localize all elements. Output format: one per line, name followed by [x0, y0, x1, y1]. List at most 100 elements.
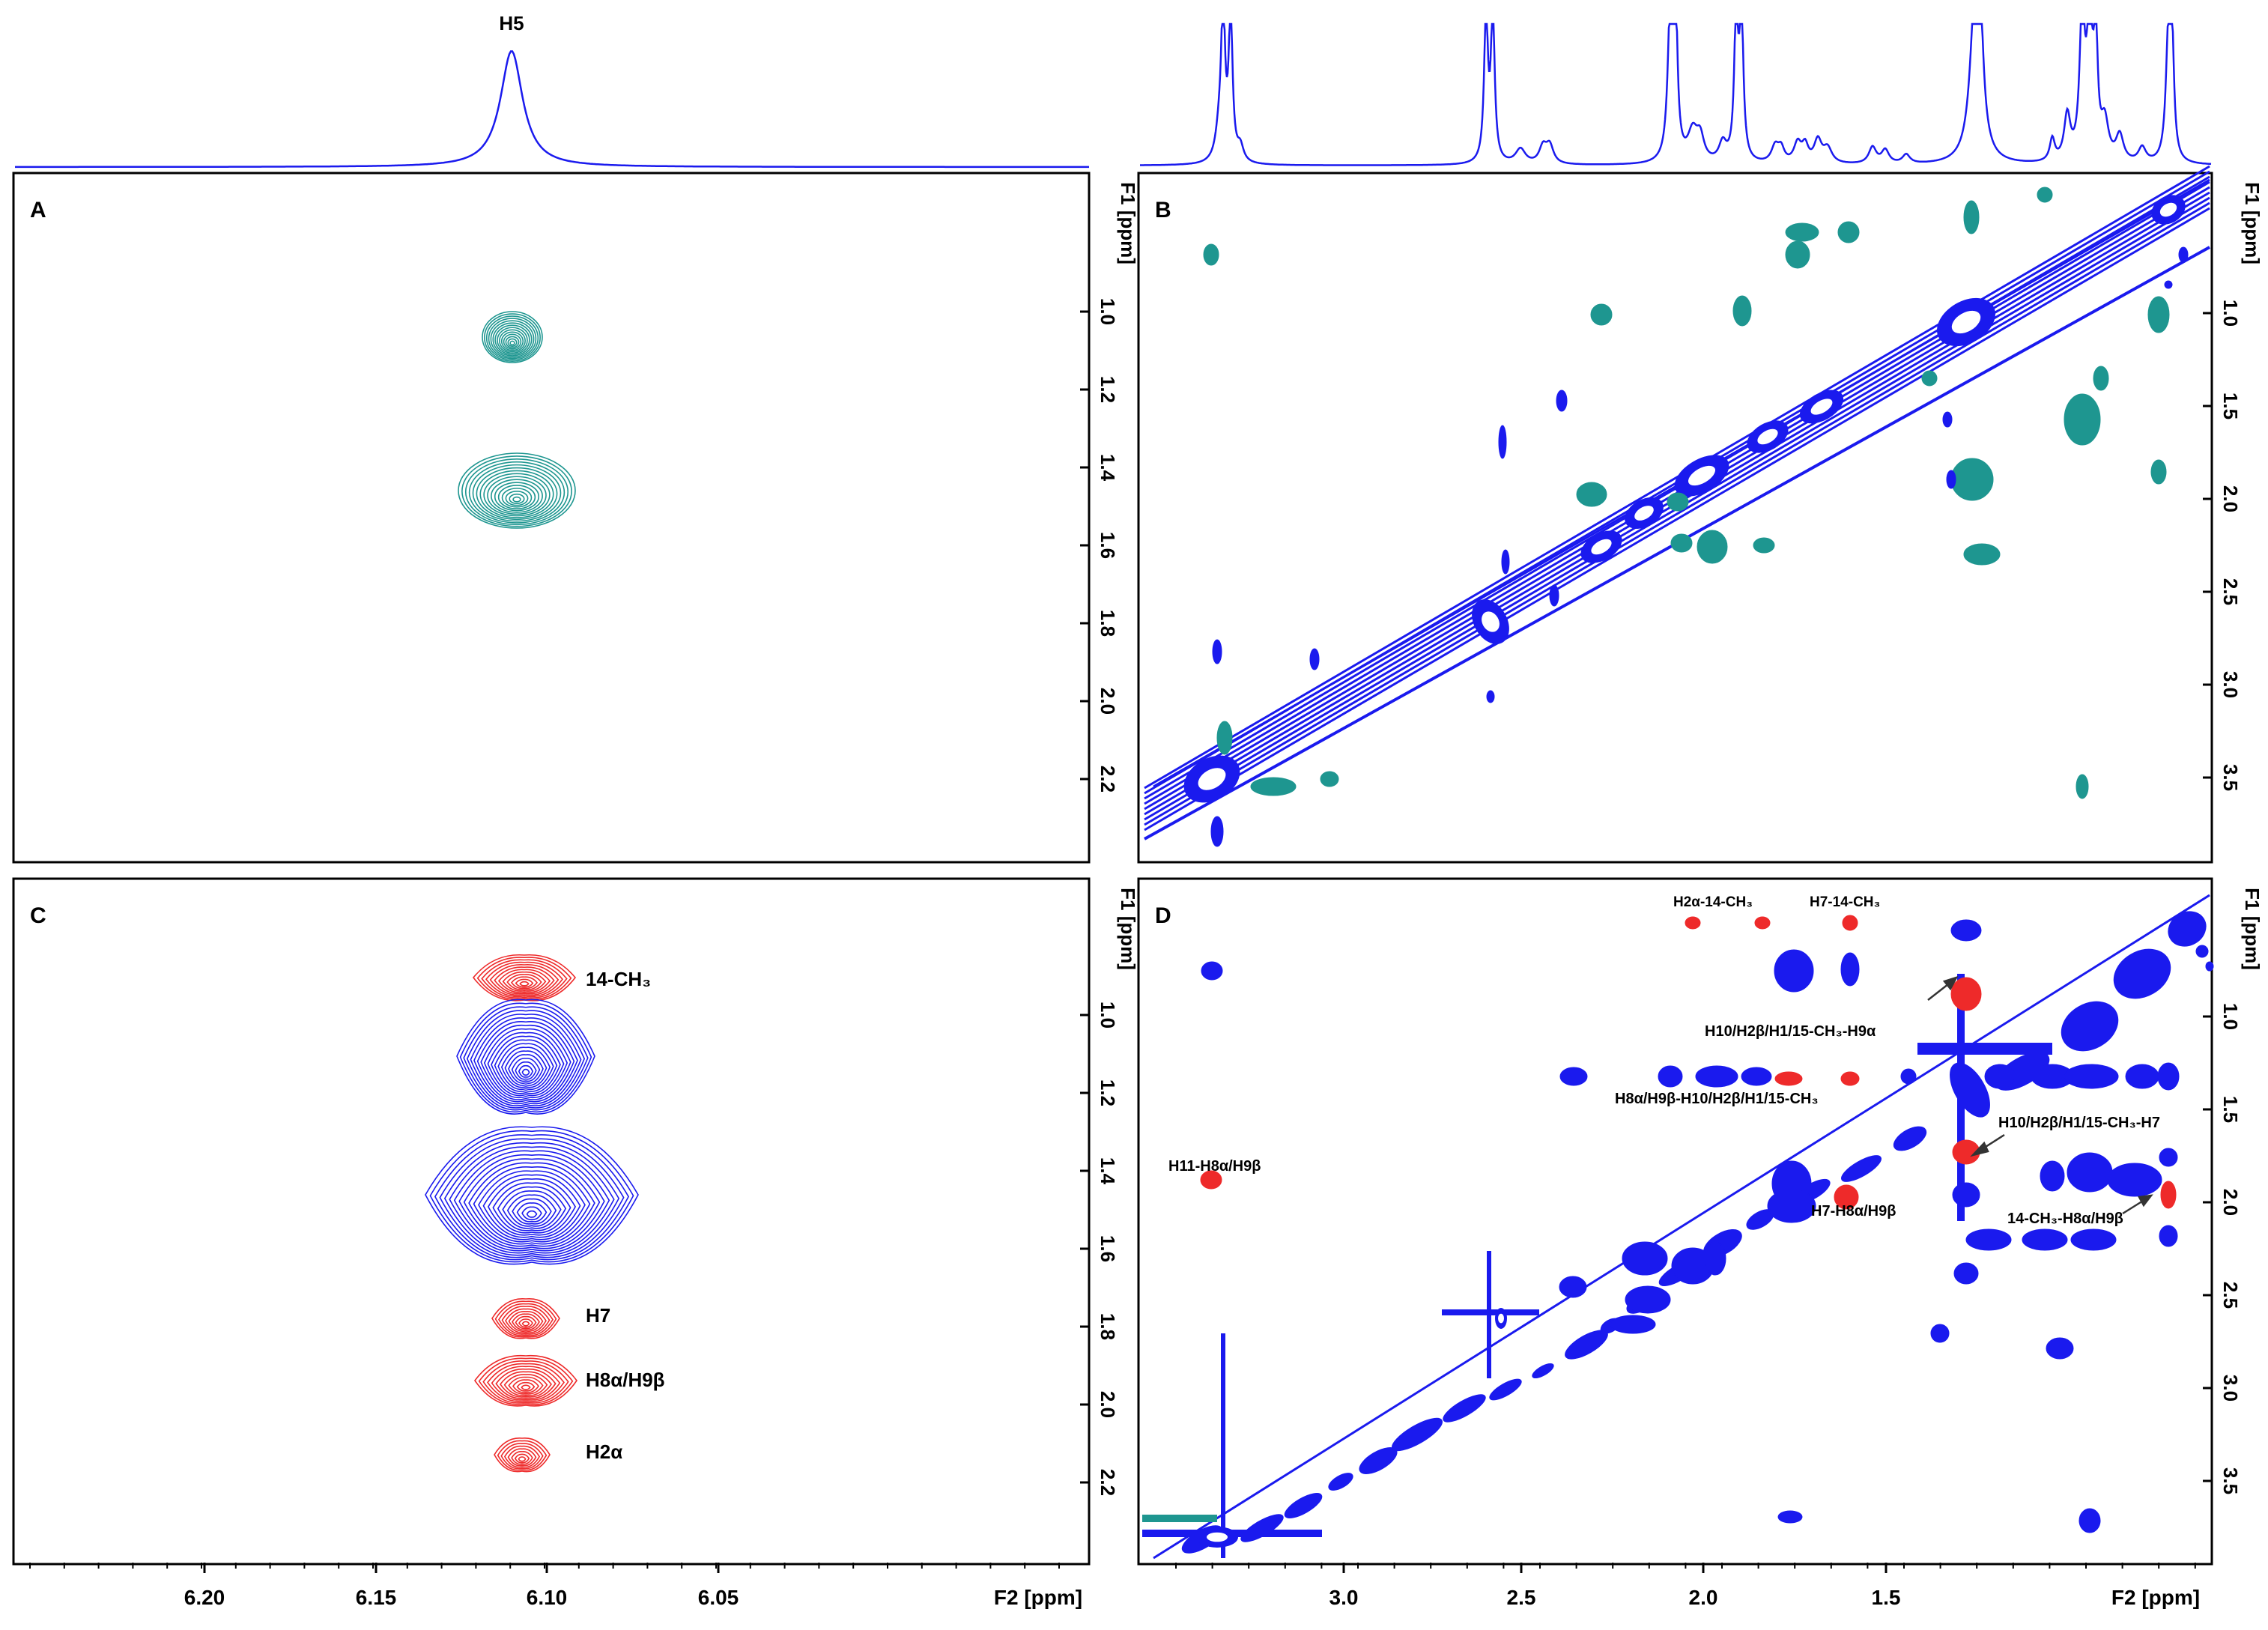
panel-c-peak-h8a-h9b-level — [508, 1376, 544, 1395]
panel-c-peak-h8a-h9b-level — [491, 1366, 561, 1401]
panel-c-peak-blue-1-level — [500, 1046, 551, 1088]
panel-b-teal-peak-19 — [1320, 771, 1339, 787]
panel-c-peak-blue-2-level — [443, 1142, 620, 1256]
panel-a-peak-1-level — [484, 313, 541, 362]
panel-b-teal-peak-8 — [2093, 366, 2109, 391]
panel-c-peak-h8a-h9b-level — [482, 1360, 569, 1404]
panel-d-blue-peak-29 — [1559, 1276, 1587, 1298]
panel-b-diag-peak-2 — [1580, 530, 1622, 563]
panel-b-diag-peak-7 — [1937, 297, 1995, 347]
x-axis-title-right: F2 [ppm] — [2111, 1586, 2200, 1609]
panel-c-peak-h2a-level — [500, 1443, 544, 1470]
y-axis-title-d: F1 [ppm] — [2241, 888, 2264, 970]
panel-b-diag-peak-2-hole — [1591, 539, 1612, 555]
y-axis-a-tick-label: 1.6 — [1097, 532, 1119, 559]
panel-d-red-peak-2 — [1842, 915, 1858, 931]
panel-a-peak-1-level — [499, 329, 526, 353]
panel-d-annotation-h2a-14ch3: H2α-14-CH₃ — [1673, 894, 1753, 910]
panel-c-peak-h8a-h9b-level — [503, 1374, 548, 1396]
panel-d-diag-peak-18 — [1950, 1062, 1990, 1118]
panel-c-peak-blue-1-level — [470, 1014, 582, 1106]
panel-b-teal-peak-12 — [1963, 543, 2001, 566]
panel-d-red-peak-8 — [2160, 1181, 2177, 1209]
panel-c-annotation-14ch3: 14-CH₃ — [586, 968, 651, 990]
panel-b-teal-peak-10 — [2150, 459, 2167, 485]
panel-a-peak-1-level — [494, 324, 530, 355]
panel-b-teal-peak-13 — [1576, 482, 1607, 507]
y-axis-d-tick-label: 3.5 — [2219, 1467, 2242, 1494]
panel-a-peak-1-level — [490, 320, 535, 358]
panel-a-peak-2-level — [464, 458, 569, 526]
panel-c-peak-h7-level — [494, 1300, 557, 1338]
panel-c-peak-blue-1-level — [511, 1058, 541, 1082]
panel-c-peak-blue-1-level — [480, 1024, 571, 1100]
panel-a-peak-1-level — [485, 315, 539, 361]
panel-b-teal-peak-17 — [1753, 537, 1775, 554]
panel-d-blue-peak-20 — [2159, 1148, 2178, 1167]
panel-d-ring-2-hole — [1498, 1313, 1504, 1324]
panel-a-peak-2-level — [487, 476, 547, 515]
panel-c-peak-h2a-level — [503, 1445, 541, 1468]
panel-c-peak-h8a-h9b-level — [478, 1357, 574, 1405]
panel-c-peak-blue-1-level — [483, 1028, 568, 1098]
panel-c-peak-blue-2-level — [425, 1126, 639, 1265]
panel-c-peak-blue-2-level — [439, 1138, 625, 1258]
panel-c-peak-blue-1-level — [497, 1043, 554, 1091]
panel-d-blue-peak-4 — [1559, 1067, 1588, 1086]
panel-c-peak-blue-2-level — [506, 1194, 557, 1227]
y-axis-b-tick-label: 2.0 — [2219, 485, 2242, 512]
panel-c-peak-h2a-level — [518, 1456, 527, 1462]
y-axis-b-tick-label: 1.5 — [2219, 393, 2242, 419]
panel-b-diag-peak-4 — [1674, 455, 1729, 497]
y-axis-panel-a: 1.0 1.2 1.4 1.6 1.8 2.0 2.2 — [1080, 298, 1119, 793]
panel-b-diag-peak-0-hole — [1198, 768, 1226, 790]
panel-c-peak-h7 — [491, 1298, 560, 1339]
panel-a-peak-1-level — [507, 338, 518, 347]
panel-d-blue-peak-7 — [1741, 1067, 1772, 1086]
panel-b-blue-spot-6 — [1309, 648, 1320, 670]
x-tick-label-left: 6.15 — [356, 1586, 397, 1609]
panel-a-peak-1-level — [492, 322, 533, 357]
panel-d-label: D — [1155, 903, 1171, 928]
y-axis-b-tick-label: 3.5 — [2219, 764, 2242, 791]
panel-a-peak-1 — [482, 311, 543, 363]
panel-b-teal-peak-2 — [1785, 240, 1810, 269]
panel-c-peak-h7-level — [505, 1308, 547, 1333]
panel-d-streak-teal — [1142, 1515, 1217, 1522]
panel-c-peak-blue-2-level — [434, 1134, 630, 1261]
panel-c-peak-blue-2-level — [429, 1130, 634, 1263]
panel-d-red-peak-4 — [1774, 1071, 1803, 1086]
panel-d-blue-peak-28 — [1953, 1262, 1979, 1285]
panel-d-diag-peak-22 — [2168, 911, 2207, 947]
panel-c-label: C — [30, 903, 46, 928]
panel-b-blue-spot-9 — [1946, 470, 1956, 489]
panel-a-peak-2-level — [501, 488, 533, 508]
panel-b-diag-peak-1-hole — [1482, 611, 1500, 632]
panel-d-streak-v3 — [1957, 974, 1965, 1221]
panel-c-peak-blue-2-level — [463, 1158, 601, 1247]
y-axis-c-tick-label: 1.8 — [1097, 1313, 1119, 1340]
y-axis-panel-b: 1.0 1.5 2.0 2.5 3.0 3.5 — [2203, 300, 2242, 791]
panel-b-diag-peak-7-hole — [1951, 310, 1981, 334]
panel-c-peak-14ch3-level — [506, 974, 542, 991]
panel-d-blue-peak-17 — [2040, 1160, 2065, 1192]
panel-d-blue-peak-6 — [1695, 1065, 1738, 1088]
arrow-h9a-head — [1942, 975, 1959, 991]
panel-a-peak-2-level — [483, 473, 551, 517]
y-axis-d-tick-label: 1.0 — [2219, 1003, 2242, 1030]
panel-c-peak-h8a-h9b — [474, 1354, 577, 1407]
panel-c-peak-h8a-h9b-level — [512, 1379, 539, 1393]
y-axis-title-c: F1 [ppm] — [1117, 888, 1139, 970]
x-tick-label-left: 6.05 — [698, 1586, 739, 1609]
panel-b-frame — [1137, 172, 2213, 864]
x-tick-label-right: 2.5 — [1507, 1586, 1536, 1609]
panel-b-diag-peak-8-hole — [2159, 202, 2177, 217]
panel-b-blue-spot-7 — [1486, 690, 1495, 703]
panel-d-ring-2 — [1495, 1308, 1507, 1329]
panel-d-blue-peak-32 — [1930, 1324, 1950, 1343]
panel-c-peak-14ch3-level — [494, 966, 555, 995]
panel-d-arrows — [1927, 975, 2153, 1215]
y-axis-title-a: F1 [ppm] — [1117, 182, 1139, 264]
panel-b-teal-peak-3 — [1837, 221, 1860, 243]
panel-c-peak-blue-1-level — [504, 1050, 548, 1086]
